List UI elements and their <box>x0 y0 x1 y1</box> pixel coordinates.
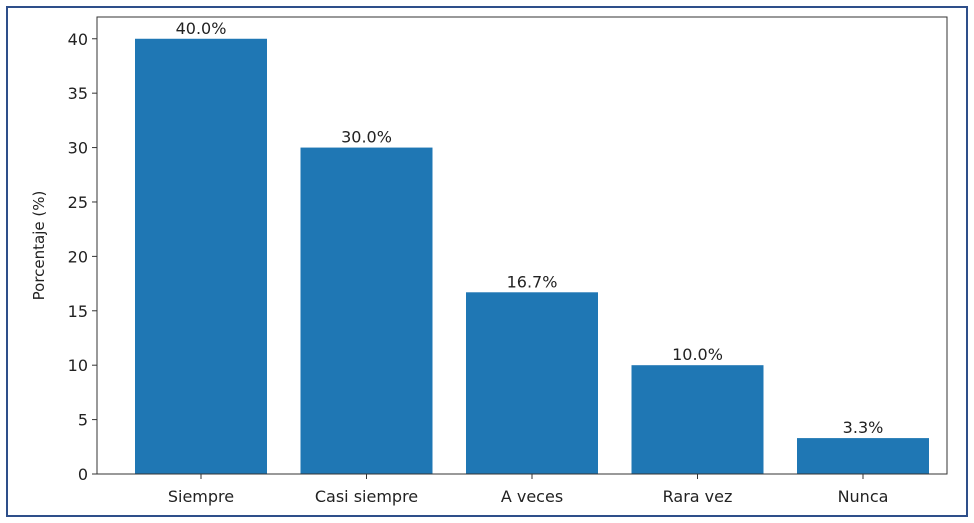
y-tick-label: 30 <box>68 139 88 158</box>
y-axis: 0 5 10 15 20 25 30 35 40 <box>68 30 97 484</box>
bar-siempre <box>135 38 267 475</box>
y-tick-label: 5 <box>78 411 88 430</box>
y-tick-label: 40 <box>68 30 88 49</box>
y-tick-label: 15 <box>68 302 88 321</box>
data-label: 3.3% <box>843 418 884 437</box>
data-label: 16.7% <box>507 272 558 291</box>
y-tick-label: 25 <box>68 193 88 212</box>
y-axis-title: Porcentaje (%) <box>30 191 48 301</box>
y-tick-label: 0 <box>78 465 88 484</box>
y-tick-label: 10 <box>68 356 88 375</box>
bar-casi-siempre <box>300 147 433 475</box>
bar-nunca <box>797 438 929 474</box>
x-tick-label: Siempre <box>168 487 234 506</box>
data-label: 40.0% <box>176 19 227 38</box>
x-tick-label: A veces <box>501 487 563 506</box>
bars-layer <box>135 38 929 475</box>
data-label: 30.0% <box>341 128 392 147</box>
x-tick-label: Rara vez <box>663 487 733 506</box>
data-label: 10.0% <box>672 345 723 364</box>
x-tick-label: Nunca <box>838 487 889 506</box>
bar-a-veces <box>466 292 598 474</box>
data-labels-layer: 40.0% 30.0% 16.7% 10.0% 3.3% <box>176 19 884 437</box>
y-tick-label: 20 <box>68 247 88 266</box>
plot-area-frame <box>96 16 948 475</box>
y-tick-label: 35 <box>68 84 88 103</box>
x-axis: Siempre Casi siempre A veces Rara vez Nunca <box>168 474 889 506</box>
x-tick-label: Casi siempre <box>315 487 418 506</box>
bar-rara-vez <box>631 365 764 474</box>
